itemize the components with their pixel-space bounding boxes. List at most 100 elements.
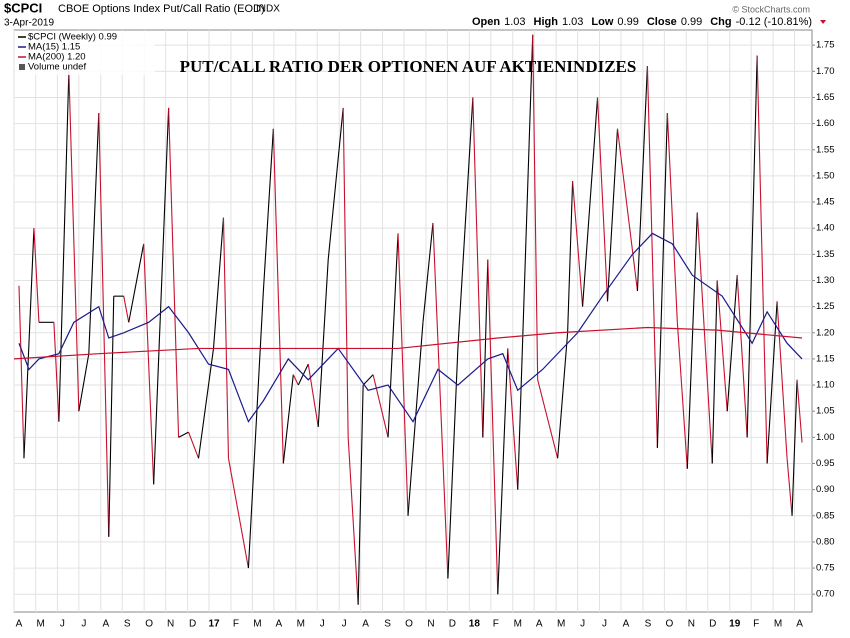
price-segment: [128, 269, 140, 323]
y-tick-label: 1.20: [816, 327, 835, 338]
price-segment: [447, 348, 459, 579]
price-segment: [572, 181, 584, 307]
price-segment: [222, 217, 230, 459]
y-tick-label: 1.15: [816, 353, 835, 364]
price-segment: [711, 280, 718, 464]
price-segment: [357, 385, 364, 605]
price-segment: [507, 348, 519, 490]
price-segment: [696, 212, 713, 464]
x-tick-label: J: [320, 619, 325, 630]
x-tick-label: A: [623, 619, 630, 630]
price-segment: [58, 71, 70, 422]
price-segment: [746, 55, 758, 438]
quote-value: 0.99: [617, 16, 638, 28]
x-tick-label: D: [189, 619, 196, 630]
plot: [13, 34, 803, 605]
x-tick-label: A: [276, 619, 283, 630]
x-tick-label: M: [37, 619, 45, 630]
legend-label: MA(200) 1.20: [28, 52, 86, 63]
price-segment: [33, 228, 40, 323]
price-segment: [482, 259, 489, 438]
price-segment: [397, 233, 409, 516]
y-tick-label: 1.50: [816, 170, 835, 181]
price-segment: [776, 301, 788, 459]
description: CBOE Options Index Put/Call Ratio (EOD): [58, 3, 265, 15]
price-segment: [53, 322, 60, 422]
x-tick-label: S: [384, 619, 391, 630]
x-tick-label: A: [362, 619, 369, 630]
price-segment: [656, 113, 668, 448]
quote-label: Chg: [710, 16, 731, 28]
price-segment: [227, 458, 249, 569]
x-tick-label: J: [580, 619, 585, 630]
y-tick-label: 1.30: [816, 275, 835, 286]
y-tick-label: 1.00: [816, 432, 835, 443]
price-segment: [18, 285, 25, 459]
x-tick-label: 18: [469, 619, 481, 630]
price-segment: [532, 34, 539, 380]
price-segment: [766, 301, 778, 464]
quote-label: Low: [591, 16, 613, 28]
plot-frame: [13, 29, 813, 613]
y-tick-label: 0.70: [816, 589, 835, 600]
y-tick-label: 1.25: [816, 301, 835, 312]
y-tick-label: 1.05: [816, 406, 835, 417]
price-segment: [178, 431, 189, 438]
price-segment: [791, 379, 798, 516]
x-tick-label: N: [427, 619, 434, 630]
price-segment: [123, 296, 130, 323]
x-tick-label: M: [514, 619, 522, 630]
price-segment: [422, 222, 434, 323]
price-segment: [262, 128, 274, 291]
date: 3-Apr-2019: [4, 18, 54, 29]
price-segment: [292, 374, 299, 386]
x-tick-label: N: [688, 619, 695, 630]
price-segment: [197, 348, 215, 459]
quote: Open 1.03 High 1.03 Low 0.99 Close 0.99 Chg -0.12…: [472, 16, 827, 28]
price-segment: [153, 107, 170, 485]
price-segment: [387, 233, 399, 438]
x-tick-label: 17: [208, 619, 220, 630]
price-segment: [143, 243, 155, 485]
price-segment: [327, 107, 344, 260]
x-tick-label: N: [167, 619, 174, 630]
quote-value: 1.03: [504, 16, 525, 28]
x-tick-label: S: [645, 619, 652, 630]
y-tick-label: 0.85: [816, 510, 835, 521]
price-segment: [138, 243, 145, 271]
price-segment: [247, 290, 264, 569]
price-segment: [362, 374, 374, 386]
y-tick-label: 1.10: [816, 380, 835, 391]
price-segment: [307, 364, 319, 427]
y-tick-label: 1.55: [816, 144, 835, 155]
price-segment: [537, 379, 559, 459]
x-tick-label: A: [102, 619, 109, 630]
x-tick-label: F: [233, 619, 239, 630]
price-segment: [636, 66, 648, 291]
y-tick-label: 1.40: [816, 223, 835, 234]
x-tick-label: A: [796, 619, 803, 630]
x-tick-label: D: [449, 619, 456, 630]
x-tick-label: M: [253, 619, 261, 630]
price-segment: [582, 97, 599, 307]
price-segment: [596, 97, 609, 302]
price-segment: [567, 181, 574, 333]
quote-value: 0.99: [681, 16, 702, 28]
x-tick-label: M: [774, 619, 782, 630]
price-segment: [23, 228, 35, 459]
ma-line: [18, 232, 803, 423]
x-tick-label: O: [145, 619, 153, 630]
y-tick-label: 1.35: [816, 249, 835, 260]
price-segment: [272, 128, 284, 464]
y-tick-label: 1.70: [816, 66, 835, 77]
price-segment: [686, 212, 698, 469]
x-tick-label: O: [665, 619, 673, 630]
ma-line: [13, 326, 803, 360]
quote-label: Open: [472, 16, 500, 28]
x-tick-label: J: [342, 619, 347, 630]
price-segment: [616, 128, 638, 291]
y-tick-label: 1.45: [816, 197, 835, 208]
legend-label: MA(15) 1.15: [28, 42, 80, 53]
